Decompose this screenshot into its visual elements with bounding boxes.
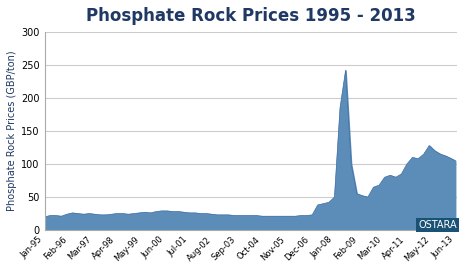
Text: OSTARA: OSTARA [418, 220, 456, 230]
Y-axis label: Phosphate Rock Prices (GBP/ton): Phosphate Rock Prices (GBP/ton) [7, 51, 17, 211]
Title: Phosphate Rock Prices 1995 - 2013: Phosphate Rock Prices 1995 - 2013 [86, 7, 415, 25]
